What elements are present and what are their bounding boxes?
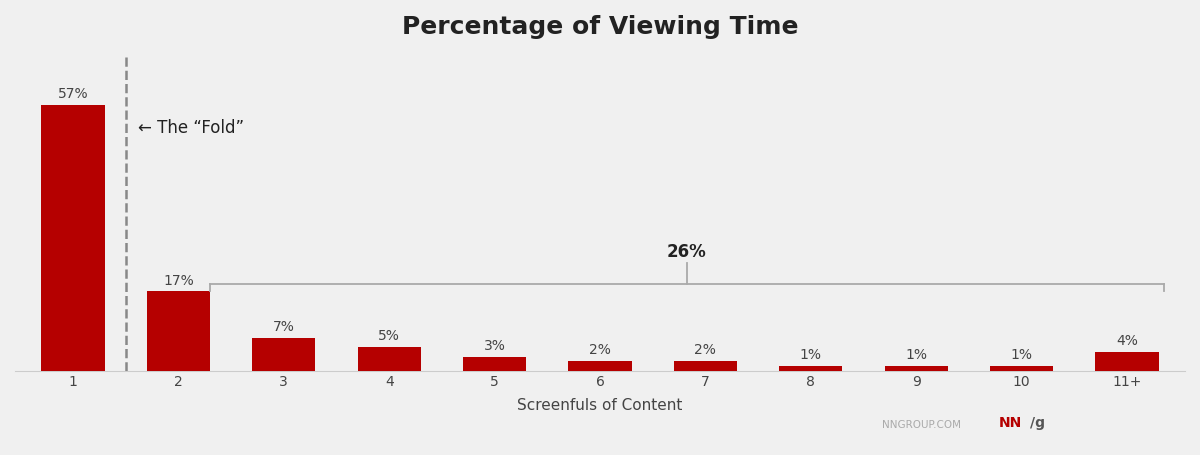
Text: 7%: 7% (272, 320, 295, 334)
Bar (463, 357, 527, 370)
Text: 2%: 2% (589, 344, 611, 358)
Bar (884, 366, 948, 370)
Text: 1%: 1% (800, 348, 822, 362)
Text: 2%: 2% (695, 344, 716, 358)
Bar (990, 366, 1054, 370)
Text: 4%: 4% (1116, 334, 1138, 348)
Bar (41, 105, 104, 370)
Text: NN: NN (998, 416, 1021, 430)
Bar (252, 338, 316, 370)
Text: /g: /g (1030, 416, 1044, 430)
Text: ← The “Fold”: ← The “Fold” (138, 119, 245, 137)
Text: 3%: 3% (484, 339, 505, 353)
Bar (569, 361, 631, 370)
Bar (779, 366, 842, 370)
Text: NNGROUP.COM: NNGROUP.COM (882, 420, 961, 430)
Bar (146, 291, 210, 370)
Text: 57%: 57% (58, 87, 89, 101)
Bar (358, 347, 421, 370)
Text: 5%: 5% (378, 329, 400, 344)
Text: 1%: 1% (905, 348, 928, 362)
Title: Percentage of Viewing Time: Percentage of Viewing Time (402, 15, 798, 39)
Bar (1096, 352, 1159, 370)
Text: 17%: 17% (163, 273, 193, 288)
X-axis label: Screenfuls of Content: Screenfuls of Content (517, 398, 683, 413)
Text: 26%: 26% (667, 243, 707, 261)
Bar (673, 361, 737, 370)
Text: 1%: 1% (1010, 348, 1033, 362)
